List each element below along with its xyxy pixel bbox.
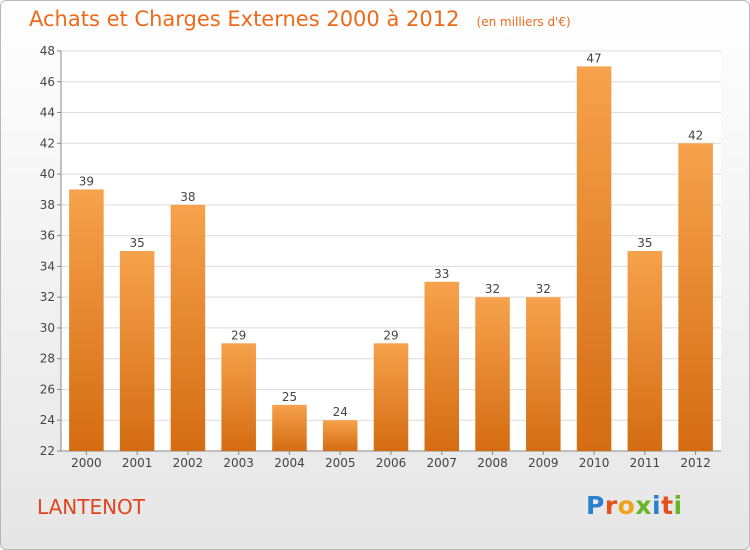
y-tick-label: 36 bbox=[40, 229, 55, 243]
x-tick-label: 2005 bbox=[325, 456, 356, 470]
chart-subtitle: (en milliers d'€) bbox=[476, 15, 571, 29]
brand-letter: i bbox=[652, 491, 662, 520]
x-tick-label: 2001 bbox=[122, 456, 153, 470]
bar bbox=[627, 251, 663, 451]
x-tick-label: 2007 bbox=[426, 456, 457, 470]
bar bbox=[221, 343, 256, 451]
bar-value-label: 47 bbox=[586, 51, 601, 65]
bar bbox=[678, 143, 713, 452]
bar bbox=[475, 297, 510, 451]
brand-letter: t bbox=[661, 491, 674, 520]
bar-value-label: 32 bbox=[536, 282, 551, 296]
brand-letter: o bbox=[617, 491, 636, 520]
x-tick-label: 2000 bbox=[71, 456, 102, 470]
x-tick-label: 2006 bbox=[376, 456, 407, 470]
bar bbox=[170, 204, 206, 451]
bar-value-label: 42 bbox=[688, 128, 703, 142]
bar-value-label: 35 bbox=[130, 236, 145, 250]
y-tick-label: 44 bbox=[40, 106, 55, 120]
brand-letter: r bbox=[604, 491, 618, 520]
y-tick-label: 40 bbox=[40, 167, 55, 181]
bar bbox=[526, 297, 561, 451]
bar-value-label: 38 bbox=[180, 190, 195, 204]
brand-logo: Proxiti bbox=[586, 491, 683, 520]
brand-letter: P bbox=[586, 491, 605, 520]
bar-value-label: 29 bbox=[231, 328, 246, 342]
bar bbox=[119, 251, 155, 451]
x-tick-label: 2012 bbox=[680, 456, 711, 470]
bar bbox=[424, 281, 460, 451]
y-tick-label: 24 bbox=[40, 413, 55, 427]
bar-value-label: 33 bbox=[434, 267, 449, 281]
y-tick-label: 46 bbox=[40, 75, 55, 89]
y-tick-label: 30 bbox=[40, 321, 55, 335]
chart-header: Achats et Charges Externes 2000 à 2012 (… bbox=[29, 7, 571, 31]
bar bbox=[272, 404, 307, 451]
x-tick-label: 2008 bbox=[477, 456, 508, 470]
bar-value-label: 32 bbox=[485, 282, 500, 296]
y-tick-label: 28 bbox=[40, 352, 55, 366]
bar-value-label: 24 bbox=[333, 405, 348, 419]
y-tick-label: 22 bbox=[40, 444, 55, 458]
location-name: LANTENOT bbox=[37, 495, 146, 519]
x-tick-label: 2002 bbox=[173, 456, 204, 470]
bar-value-label: 25 bbox=[282, 390, 297, 404]
x-tick-label: 2003 bbox=[223, 456, 254, 470]
bar bbox=[576, 66, 612, 451]
x-tick-label: 2004 bbox=[274, 456, 305, 470]
bar-value-label: 29 bbox=[383, 328, 398, 342]
bar-value-label: 39 bbox=[79, 174, 94, 188]
bar bbox=[69, 189, 104, 451]
y-tick-label: 34 bbox=[40, 259, 55, 273]
bar bbox=[373, 343, 409, 451]
bar bbox=[322, 420, 358, 451]
y-tick-label: 48 bbox=[40, 44, 55, 58]
bar-value-label: 35 bbox=[637, 236, 652, 250]
x-tick-label: 2009 bbox=[528, 456, 559, 470]
y-tick-label: 42 bbox=[40, 136, 55, 150]
x-tick-label: 2010 bbox=[579, 456, 610, 470]
brand-letter: x bbox=[635, 491, 652, 520]
y-tick-label: 32 bbox=[40, 290, 55, 304]
y-tick-label: 38 bbox=[40, 198, 55, 212]
chart-title: Achats et Charges Externes 2000 à 2012 bbox=[29, 7, 460, 31]
brand-letter: i bbox=[673, 491, 683, 520]
y-tick-label: 26 bbox=[40, 382, 55, 396]
x-tick-label: 2011 bbox=[630, 456, 661, 470]
